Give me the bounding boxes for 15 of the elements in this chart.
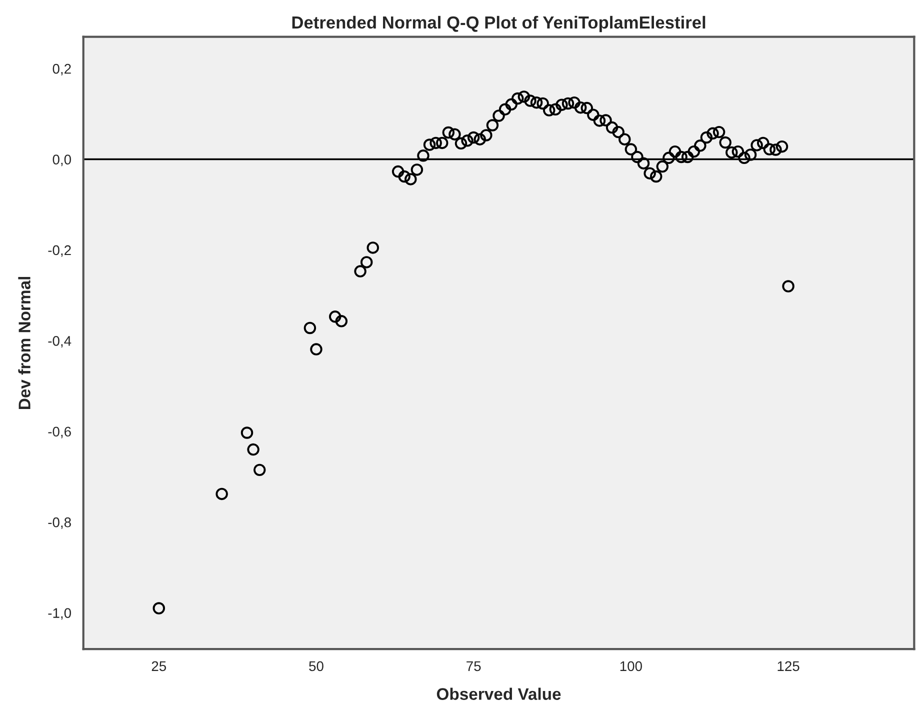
y-tick-label: -0,2 bbox=[48, 245, 71, 257]
y-axis-title: Dev from Normal bbox=[18, 276, 30, 409]
y-tick-label: -0,8 bbox=[48, 517, 71, 529]
x-tick-label: 50 bbox=[309, 661, 324, 672]
y-tick-label: 0,0 bbox=[52, 154, 72, 166]
x-tick-label: 125 bbox=[778, 661, 800, 672]
x-tick-label: 75 bbox=[466, 661, 481, 672]
x-tick-label: 25 bbox=[152, 661, 166, 672]
x-tick-label: 100 bbox=[620, 661, 642, 672]
y-tick-label: -0,4 bbox=[48, 336, 72, 348]
y-tick-label: -0,6 bbox=[48, 426, 71, 438]
y-tick-label: 0,2 bbox=[52, 64, 71, 76]
y-tick-label: -1,0 bbox=[48, 608, 72, 620]
chart-title: Detrended Normal Q-Q Plot of YeniToplamElestirel bbox=[292, 16, 706, 32]
x-axis-title: Observed Value bbox=[436, 688, 561, 700]
